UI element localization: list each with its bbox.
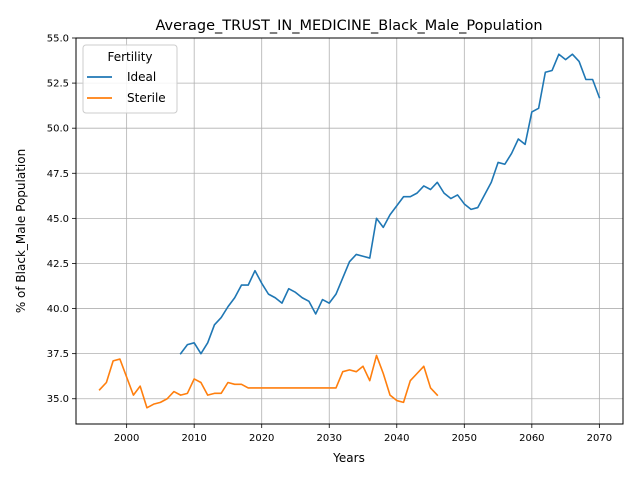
- y-axis-label: % of Black_Male Population: [14, 149, 28, 313]
- x-tick-label: 2070: [587, 433, 612, 444]
- legend-box: [82, 44, 178, 114]
- x-axis-ticks: 2000 2010 2020 2030 2040 2050 2060 2070: [114, 424, 612, 444]
- y-tick-label: 52.5: [47, 79, 69, 90]
- y-tick-label: 50.0: [47, 124, 69, 135]
- legend-label-ideal: Ideal: [127, 70, 156, 84]
- series-line-sterile: [98, 354, 439, 409]
- legend-title: Fertility: [107, 50, 152, 64]
- series-line-ideal: [179, 53, 601, 355]
- legend-label-sterile: Sterile: [127, 91, 166, 105]
- y-tick-label: 47.5: [47, 169, 69, 180]
- x-tick-label: 2050: [452, 433, 477, 444]
- y-tick-label: 42.5: [47, 259, 69, 270]
- plot-lines: [98, 53, 601, 409]
- y-axis-ticks: 35.0 37.5 40.0 42.5 45.0 47.5 50.0 52.5 55.0: [47, 34, 76, 405]
- y-tick-label: 35.0: [47, 394, 69, 405]
- x-tick-label: 2020: [249, 433, 274, 444]
- plot-frame: [75, 37, 624, 425]
- x-axis-label: Years: [332, 451, 365, 465]
- x-tick-label: 2000: [114, 433, 139, 444]
- x-tick-label: 2010: [181, 433, 206, 444]
- y-tick-label: 40.0: [47, 304, 69, 315]
- legend: Fertility Ideal Sterile: [82, 44, 178, 114]
- x-tick-label: 2040: [384, 433, 409, 444]
- x-tick-label: 2060: [519, 433, 544, 444]
- chart-title: Average_TRUST_IN_MEDICINE_Black_Male_Pop…: [155, 18, 542, 34]
- x-tick-label: 2030: [317, 433, 342, 444]
- y-tick-label: 55.0: [47, 34, 69, 45]
- y-tick-label: 37.5: [47, 349, 69, 360]
- y-tick-label: 45.0: [47, 214, 69, 225]
